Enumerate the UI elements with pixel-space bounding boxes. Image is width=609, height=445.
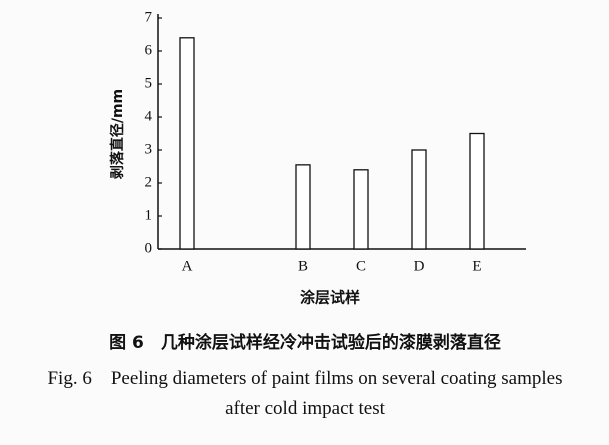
bar	[179, 37, 195, 250]
y-tick-label: 6	[145, 42, 153, 58]
x-tick-label: D	[414, 258, 425, 274]
caption-cn: 图 6 几种涂层试样经冷冲击试验后的漆膜剥落直径	[109, 333, 501, 353]
y-tick-label: 1	[145, 207, 153, 223]
bar	[469, 132, 485, 250]
chart: 剥落直径/mm 涂层试样 0 1 2 3 4 5 6 7 A B C D E	[109, 9, 526, 307]
caption-en: Fig. 6 Peeling diameters of paint films …	[47, 368, 563, 419]
y-tick-label: 0	[145, 240, 153, 256]
bar	[411, 149, 427, 250]
y-tick-label: 5	[145, 75, 153, 91]
y-tick-label: 3	[145, 141, 153, 157]
bar	[353, 169, 369, 250]
x-tick-label: E	[472, 258, 481, 274]
x-tick-label: A	[182, 258, 193, 274]
x-tick-label: B	[298, 258, 308, 274]
y-tick-label: 2	[145, 174, 153, 190]
y-tick-label: 7	[145, 9, 153, 25]
bar	[295, 164, 311, 250]
x-axis-label: 涂层试样	[300, 289, 360, 307]
y-tick-label: 4	[145, 108, 153, 124]
x-tick-label: C	[356, 258, 366, 274]
y-axis-label: 剥落直径/mm	[109, 89, 126, 179]
